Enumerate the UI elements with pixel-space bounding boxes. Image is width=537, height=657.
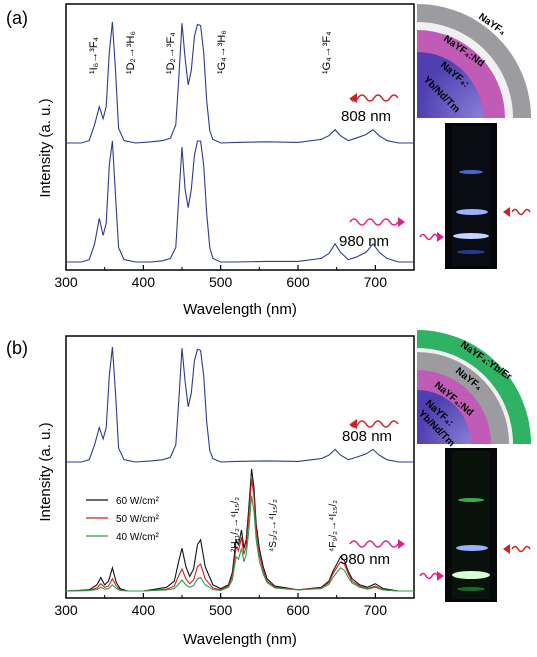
anno-b-3: ⁴F₉/₂→⁴I₁₅/₂	[328, 500, 339, 552]
series-40-w-cm--line	[65, 495, 414, 592]
anno-b-1: ²H₁₁/₂→⁴I₁₅/₂	[230, 497, 241, 552]
anno-a-3: ¹D₂→³F₄	[165, 32, 177, 74]
panel-b-label: (b)	[6, 338, 28, 358]
laser-980-arrow-a	[349, 217, 405, 227]
cuvette-photo-b	[445, 448, 497, 602]
laser-808-arrow-b	[349, 419, 399, 429]
x-tick-label: 300	[54, 274, 78, 290]
core-shell-inset-a: NaYF₄ NaYF₄:Nd NaYF₄: Yb/Nd/Tm	[417, 4, 531, 118]
panel-a-xlabel: Wavelength (nm)	[183, 301, 297, 318]
anno-a-4: ¹G₄→³H₆	[216, 30, 228, 74]
panel-b-980-label: 980 nm	[340, 551, 390, 568]
x-tick-label: 500	[209, 274, 233, 290]
panel-b-808-label: 808 nm	[342, 428, 392, 445]
panel-b-ylabel: Intensity (a. u.)	[37, 422, 54, 521]
panel-b-legend: 60 W/cm² 50 W/cm² 40 W/cm²	[86, 496, 159, 543]
panel-a-980-label: 980 nm	[339, 233, 389, 250]
laser-808-arrow-a	[349, 93, 399, 103]
series-808-nm-line	[66, 346, 414, 463]
panel-b-xlabel: Wavelength (nm)	[183, 631, 297, 648]
series-808-nm-line	[66, 21, 414, 144]
anno-b-2: ⁴S₃/₂→⁴I₁₅/₂	[268, 499, 279, 552]
x-tick-label: 600	[286, 602, 310, 618]
x-tick-label: 300	[54, 602, 78, 618]
x-tick-label: 400	[132, 602, 156, 618]
x-tick-label: 600	[286, 274, 310, 290]
cuvette-photo-a	[445, 123, 497, 269]
legend-40: 40 W/cm²	[116, 532, 159, 543]
panel-a-plot-frame	[65, 3, 415, 271]
panel-a-x-ticks: 300 400 500 600 700	[54, 265, 387, 290]
legend-60: 60 W/cm²	[116, 496, 159, 507]
laser-980-arrow-b	[349, 539, 405, 549]
panel-b-series-group	[65, 346, 414, 592]
panel-b-annotations: ²H₁₁/₂→⁴I₁₅/₂ ⁴S₃/₂→⁴I₁₅/₂ ⁴F₉/₂→⁴I₁₅/₂	[230, 497, 339, 552]
legend-50: 50 W/cm²	[116, 514, 159, 525]
panel-a-808-label: 808 nm	[341, 108, 391, 125]
laser-980-photo-arrow-a	[419, 232, 444, 242]
panel-a-annotations: ¹I₆→³F₄ ¹D₂→³H₆ ¹D₂→³F₄ ¹G₄→³H₆ ¹G₄→³F₄	[88, 30, 333, 74]
anno-a-5: ¹G₄→³F₄	[321, 31, 333, 74]
x-tick-label: 700	[364, 274, 388, 290]
panel-a-ylabel: Intensity (a. u.)	[37, 98, 54, 197]
anno-a-2: ¹D₂→³H₆	[125, 31, 137, 74]
laser-808-photo-arrow-a	[503, 207, 531, 217]
series-980-nm-line	[66, 140, 414, 263]
panel-a-label: (a)	[6, 8, 28, 28]
x-tick-label: 700	[364, 602, 388, 618]
x-tick-label: 500	[209, 602, 233, 618]
laser-808-photo-arrow-b	[503, 544, 531, 554]
core-shell-inset-b: NaYF₄:Yb/Er NaYF₄ NaYF₄:Nd NaYF₄: Yb/Nd/…	[416, 330, 531, 449]
panel-a-series-group	[66, 21, 414, 263]
panel-b-plot-frame	[65, 335, 415, 599]
anno-a-1: ¹I₆→³F₄	[88, 36, 100, 74]
panel-b-x-ticks: 300 400 500 600 700	[54, 593, 387, 618]
laser-980-photo-arrow-b	[419, 571, 444, 581]
x-tick-label: 400	[132, 274, 156, 290]
